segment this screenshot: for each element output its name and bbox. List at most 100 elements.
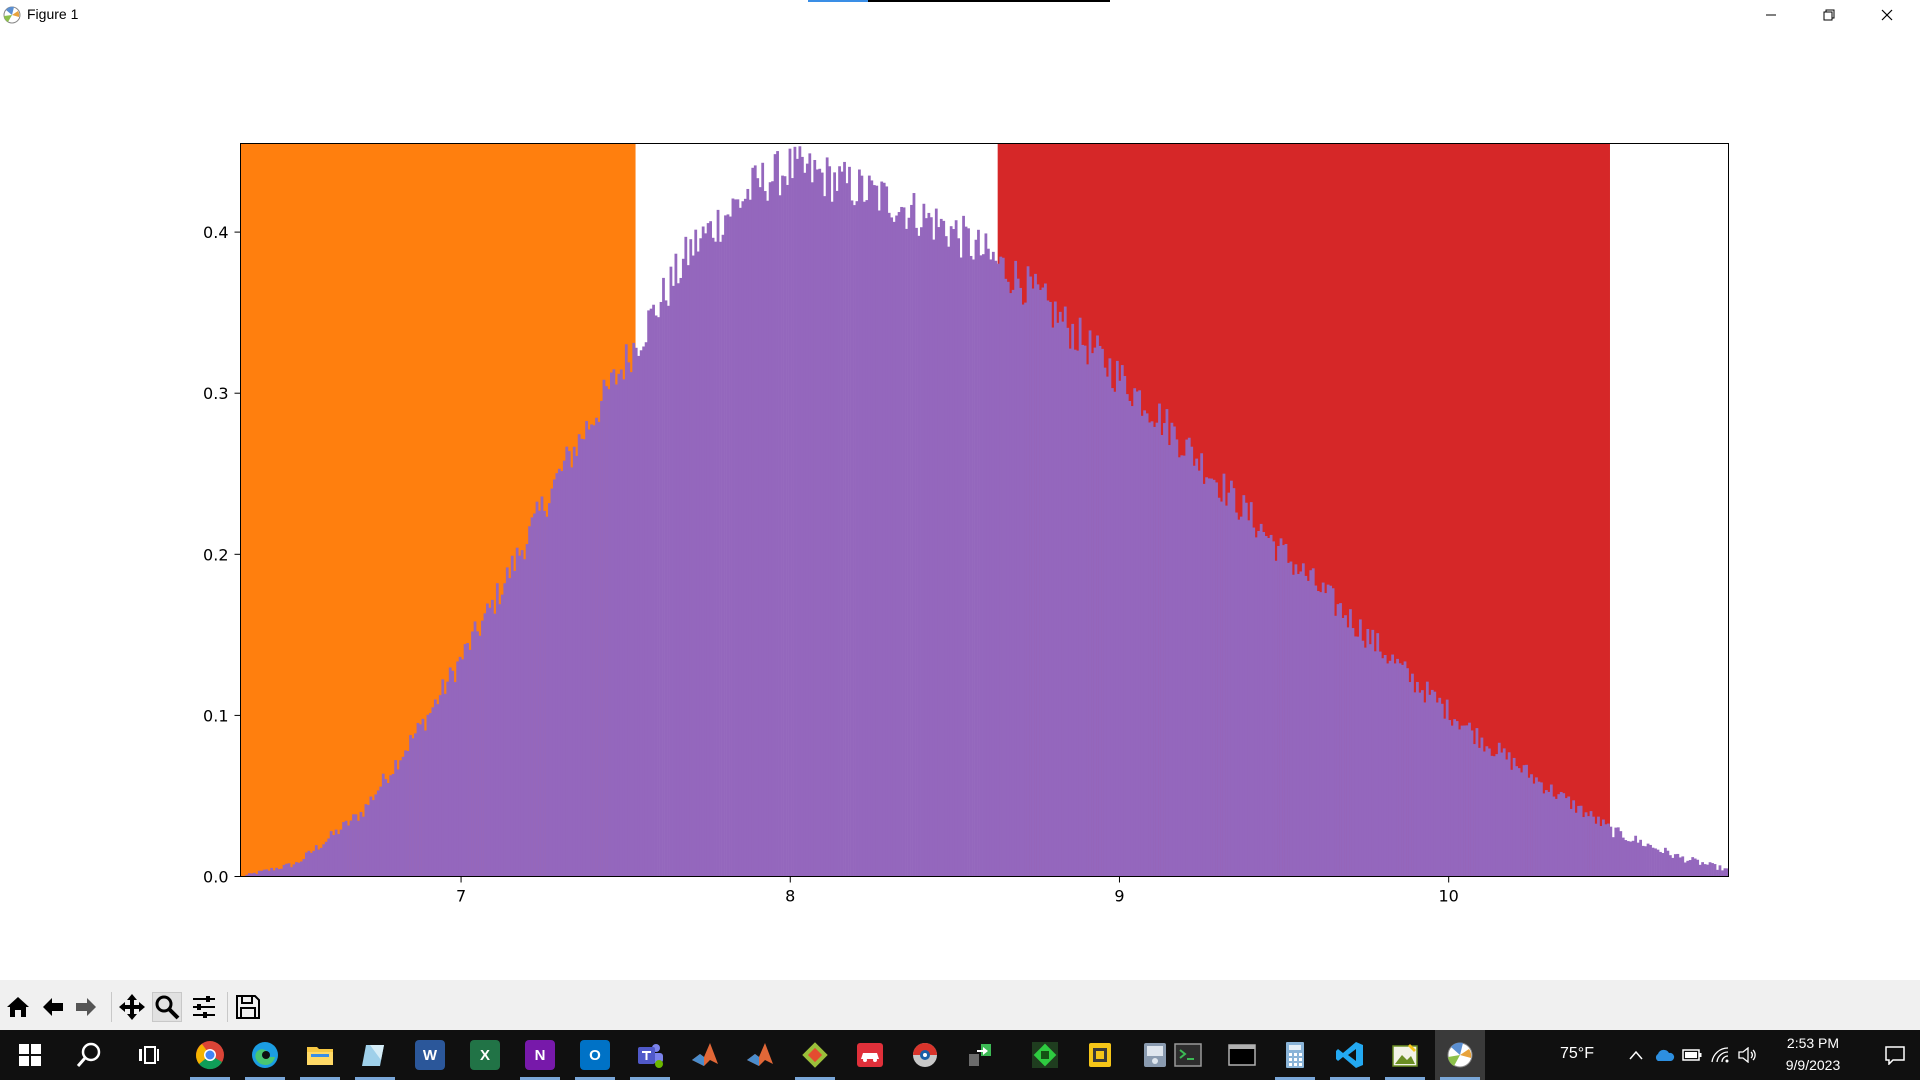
histogram-bar: [525, 544, 529, 877]
plot-canvas[interactable]: 7 8 9 10 0.0 0.1 0.2 0.3 0.4: [0, 30, 1920, 980]
taskbar-network-app[interactable]: [955, 1030, 1005, 1080]
histogram-bar: [1301, 563, 1305, 877]
histogram-bar: [949, 226, 953, 877]
taskbar-git[interactable]: [790, 1030, 840, 1080]
histogram-bar: [1361, 640, 1365, 877]
histogram-bar: [290, 867, 293, 877]
histogram-bar: [1053, 301, 1057, 877]
histogram-bar: [500, 594, 504, 877]
histogram-bar: [1438, 697, 1442, 877]
start-button[interactable]: [5, 1030, 55, 1080]
histogram-bar: [1314, 585, 1318, 877]
taskbar-matlab-2[interactable]: [735, 1030, 785, 1080]
histogram-bar: [731, 198, 735, 877]
windows-logo-icon: [19, 1044, 41, 1066]
histogram-bar: [1490, 755, 1494, 877]
taskbar-matlab[interactable]: [680, 1030, 730, 1080]
histogram-bar: [1269, 534, 1273, 877]
clock-date[interactable]: 9/9/2023: [1785, 1057, 1841, 1073]
taskbar-edge[interactable]: [240, 1030, 290, 1080]
tray-onedrive[interactable]: [1650, 1030, 1678, 1080]
histogram-bar: [560, 471, 564, 877]
tray-volume[interactable]: [1734, 1030, 1762, 1080]
histogram-bar: [304, 852, 308, 877]
histogram-bar: [1351, 628, 1355, 877]
taskbar-file-explorer[interactable]: [295, 1030, 345, 1080]
histogram-bar: [1629, 841, 1633, 877]
tray-battery[interactable]: [1678, 1030, 1706, 1080]
histogram-bar: [1143, 410, 1146, 877]
histogram-bar: [438, 695, 442, 877]
x-tick-label: 9: [1114, 887, 1124, 906]
home-icon: [7, 997, 29, 1017]
histogram-bar: [726, 214, 730, 877]
search-button[interactable]: [64, 1030, 114, 1080]
taskbar-terminal[interactable]: [1163, 1030, 1213, 1080]
taskbar-notepad[interactable]: [350, 1030, 400, 1080]
pan-button[interactable]: [117, 992, 147, 1022]
histogram-bar: [1128, 400, 1132, 877]
taskbar-onenote[interactable]: N: [515, 1030, 565, 1080]
histogram-bar: [872, 185, 876, 877]
taskbar-cmd[interactable]: [1217, 1030, 1267, 1080]
tray-overflow-button[interactable]: [1622, 1030, 1650, 1080]
taskbar-yellow-app[interactable]: [1075, 1030, 1125, 1080]
histogram-bar: [456, 661, 460, 877]
histogram-bar: [800, 156, 804, 877]
back-button[interactable]: [38, 992, 68, 1022]
home-button[interactable]: [3, 992, 33, 1022]
histogram-bar: [466, 643, 469, 877]
histogram-bar: [825, 157, 829, 877]
minimize-button[interactable]: [1742, 0, 1800, 30]
histogram-bar: [743, 198, 747, 877]
histogram-bar: [967, 228, 970, 877]
taskbar-word[interactable]: W: [405, 1030, 455, 1080]
notification-center-button[interactable]: [1870, 1030, 1920, 1080]
taskbar-globe-app[interactable]: [900, 1030, 950, 1080]
taskbar-calculator[interactable]: [1270, 1030, 1320, 1080]
histogram-bar: [1520, 772, 1523, 877]
taskbar-car-app[interactable]: [845, 1030, 895, 1080]
taskbar-vscode[interactable]: [1325, 1030, 1375, 1080]
forward-button[interactable]: [71, 992, 101, 1022]
histogram-bar: [1299, 571, 1303, 877]
taskbar-python-figure[interactable]: [1435, 1030, 1485, 1080]
taskbar-tool-app[interactable]: [1130, 1030, 1180, 1080]
histogram-bar: [359, 811, 363, 877]
task-view-button[interactable]: [124, 1030, 174, 1080]
taskbar-outlook[interactable]: O: [570, 1030, 620, 1080]
window-title: Figure 1: [27, 6, 79, 22]
taskbar-teams[interactable]: [625, 1030, 675, 1080]
configure-subplots-button[interactable]: [189, 992, 219, 1022]
tray-wifi[interactable]: [1706, 1030, 1734, 1080]
histogram-bar: [1594, 823, 1598, 877]
zoom-button[interactable]: [152, 992, 182, 1022]
histogram-bar: [1636, 842, 1640, 877]
taskbar-image-app[interactable]: [1380, 1030, 1430, 1080]
clock-time[interactable]: 2:53 PM: [1786, 1035, 1840, 1051]
histogram-bar: [1711, 863, 1714, 877]
histogram-bar: [647, 310, 650, 877]
histogram-bar: [1058, 311, 1062, 877]
histogram-bar: [1115, 360, 1119, 877]
taskbar-chrome[interactable]: [185, 1030, 235, 1080]
weather-temperature[interactable]: 75°F: [1560, 1045, 1594, 1062]
restore-button[interactable]: [1800, 0, 1858, 30]
histogram-bar: [1329, 585, 1332, 877]
histogram-bar: [1274, 560, 1278, 877]
histogram-bar: [818, 168, 822, 877]
histogram-bar: [1381, 658, 1385, 877]
save-button[interactable]: [233, 992, 263, 1022]
histogram-bar: [416, 722, 420, 877]
histogram-bar: [1609, 826, 1613, 877]
histogram-bar: [1354, 636, 1357, 877]
histogram-bar: [659, 301, 663, 877]
histogram-bar: [1195, 458, 1199, 877]
taskbar-green-app[interactable]: [1020, 1030, 1070, 1080]
close-button[interactable]: [1858, 0, 1916, 30]
histogram-bar: [277, 869, 281, 877]
taskbar-excel[interactable]: X: [460, 1030, 510, 1080]
histogram-bar: [1656, 849, 1660, 877]
histogram-bar: [510, 555, 514, 877]
histogram-bar: [1403, 661, 1407, 877]
